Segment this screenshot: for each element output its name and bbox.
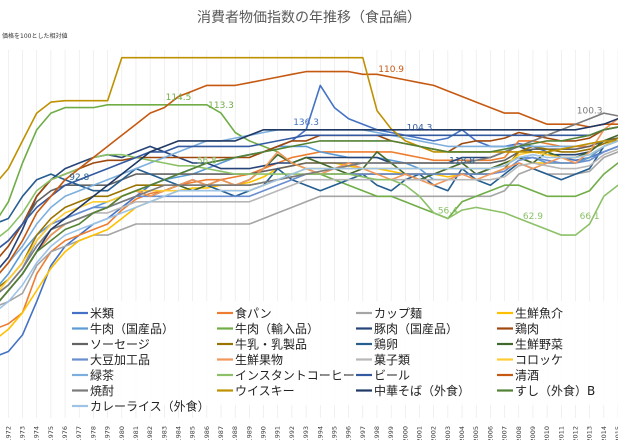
data-label-5: 104.3 bbox=[407, 123, 433, 133]
legend-label-16: コロッケ bbox=[515, 353, 563, 367]
x-tick-label-1982: 1982 bbox=[146, 426, 154, 440]
data-label-11: 62.9 bbox=[523, 212, 543, 222]
x-tick-label-1972: 1972 bbox=[4, 426, 12, 440]
x-tick-label-2003: 2003 bbox=[444, 426, 452, 440]
series-line-9 bbox=[0, 137, 618, 249]
x-tick-label-2011: 2011 bbox=[557, 426, 565, 440]
x-tick-label-1983: 1983 bbox=[160, 426, 168, 440]
series-line-23 bbox=[0, 117, 618, 302]
legend-label-12: 生鮮野菜 bbox=[515, 338, 563, 352]
x-tick-label-1974: 1974 bbox=[33, 426, 41, 440]
data-label-2: 114.5 bbox=[166, 93, 192, 103]
legend-label-13: 大豆加工品 bbox=[90, 353, 150, 367]
x-tick-label-1989: 1989 bbox=[245, 426, 253, 440]
legend-label-6: 牛肉（輸入品） bbox=[235, 321, 319, 336]
x-tick-label-1977: 1977 bbox=[75, 426, 83, 440]
x-tick-label-2004: 2004 bbox=[458, 426, 466, 440]
series-line-24 bbox=[0, 126, 618, 302]
chart-title: 消費者物価指数の年推移（食品編） bbox=[197, 9, 421, 26]
legend-label-20: 清酒 bbox=[515, 369, 539, 383]
x-tick-label-1988: 1988 bbox=[231, 426, 239, 440]
x-tick-label-2009: 2009 bbox=[529, 426, 537, 440]
legend-label-10: 牛乳・乳製品 bbox=[235, 337, 307, 352]
series-line-19 bbox=[0, 126, 618, 249]
x-tick-label-1973: 1973 bbox=[19, 426, 27, 440]
x-tick-label-1999: 1999 bbox=[387, 426, 395, 440]
x-tick-label-1994: 1994 bbox=[316, 426, 324, 440]
x-tick-label-1991: 1991 bbox=[274, 426, 282, 440]
chart-subtitle: 価格を100とした相対値 bbox=[2, 32, 67, 40]
data-labels: 136.3 114.5 113.3 110.9 104.3 118.8 100.3 92.8 5… bbox=[69, 65, 603, 222]
x-tick-label-1981: 1981 bbox=[132, 426, 140, 440]
legend-label-23: 中華そば（外食） bbox=[374, 383, 470, 398]
x-tick-label-1985: 1985 bbox=[189, 426, 197, 440]
x-tick-label-1975: 1975 bbox=[47, 426, 55, 440]
x-tick-label-2006: 2006 bbox=[486, 426, 494, 440]
series-lines bbox=[0, 56, 618, 356]
x-tick-label-1978: 1978 bbox=[89, 426, 97, 440]
legend-label-14: 生鮮果物 bbox=[235, 353, 283, 367]
x-tick-label-2005: 2005 bbox=[472, 426, 480, 440]
x-tick-label-1990: 1990 bbox=[260, 426, 268, 440]
legend-label-4: 生鮮魚介 bbox=[515, 307, 563, 321]
x-tick-label-2000: 2000 bbox=[401, 426, 409, 440]
x-tick-label-2008: 2008 bbox=[515, 426, 523, 440]
x-tick-label-2015: 2015 bbox=[614, 426, 618, 440]
data-label-12: 66.1 bbox=[580, 212, 600, 222]
legend-label-25: カレーライス（外食） bbox=[90, 399, 210, 414]
x-tick-label-1995: 1995 bbox=[330, 426, 338, 440]
series-line-1 bbox=[0, 84, 618, 356]
legend-label-21: 焼酎 bbox=[90, 383, 114, 398]
x-tick-label-2001: 2001 bbox=[416, 426, 424, 440]
x-tick-label-1976: 1976 bbox=[61, 426, 69, 440]
legend-label-15: 菓子類 bbox=[374, 353, 410, 367]
x-tick-label-1980: 1980 bbox=[118, 426, 126, 440]
x-tick-label-1996: 1996 bbox=[345, 426, 353, 440]
legend-label-22: ウイスキー bbox=[235, 384, 295, 398]
series-line-22 bbox=[0, 56, 618, 180]
legend-label-17: 緑茶 bbox=[90, 368, 114, 383]
x-tick-label-1993: 1993 bbox=[302, 426, 310, 440]
x-tick-label-1997: 1997 bbox=[359, 426, 367, 440]
x-tick-label-2013: 2013 bbox=[586, 426, 594, 440]
x-tick-label-2007: 2007 bbox=[501, 426, 509, 440]
series-line-20 bbox=[0, 70, 618, 274]
x-tick-label-1979: 1979 bbox=[104, 426, 112, 440]
data-label-9: 56.8 bbox=[197, 157, 217, 167]
x-tick-label-1986: 1986 bbox=[203, 426, 211, 440]
data-label-8: 92.8 bbox=[69, 173, 89, 183]
x-tick-label-2012: 2012 bbox=[572, 426, 580, 440]
x-axis-ticks: 1970197119721973197419751976197719781979… bbox=[4, 426, 618, 440]
legend-label-11: 鶏卵 bbox=[374, 338, 398, 352]
legend-label-3: カップ麺 bbox=[374, 307, 422, 321]
x-tick-label-2002: 2002 bbox=[430, 426, 438, 440]
data-label-6: 118.8 bbox=[449, 157, 475, 167]
legend-label-9: ソーセージ bbox=[90, 338, 150, 352]
series-line-21 bbox=[0, 112, 618, 293]
x-tick-label-2010: 2010 bbox=[543, 426, 551, 440]
legend-background bbox=[68, 301, 618, 405]
legend-label-1: 米類 bbox=[90, 307, 114, 321]
x-tick-label-1998: 1998 bbox=[373, 426, 381, 440]
legend-label-5: 牛肉（国産品） bbox=[90, 321, 174, 336]
x-tick-label-1984: 1984 bbox=[175, 426, 183, 440]
legend-label-7: 豚肉（国産品） bbox=[374, 321, 458, 336]
data-label-1: 136.3 bbox=[293, 118, 319, 128]
data-label-3: 113.3 bbox=[208, 101, 234, 111]
data-label-10: 56.4 bbox=[438, 206, 458, 216]
legend-label-18: インスタントコーヒー bbox=[235, 369, 355, 383]
data-label-7: 100.3 bbox=[577, 107, 603, 117]
data-label-4: 110.9 bbox=[378, 65, 404, 75]
x-tick-label-1987: 1987 bbox=[217, 426, 225, 440]
x-tick-label-1992: 1992 bbox=[288, 426, 296, 440]
legend-label-8: 鶏肉 bbox=[515, 322, 539, 336]
legend-label-19: ビール bbox=[374, 369, 410, 383]
x-tick-label-2014: 2014 bbox=[600, 426, 608, 440]
legend-label-2: 食パン bbox=[235, 306, 272, 321]
series-line-25 bbox=[0, 140, 618, 310]
legend-label-24: すし（外食）B bbox=[515, 383, 595, 398]
